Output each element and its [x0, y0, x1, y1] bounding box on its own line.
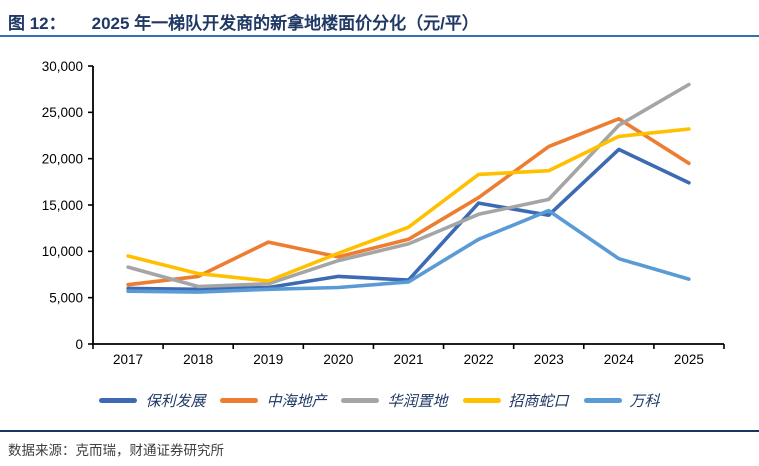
legend-swatch-icon: [99, 398, 138, 403]
x-axis-tick-label: 2019: [253, 352, 283, 367]
legend-label: 万科: [629, 392, 660, 410]
y-axis-tick-label: 20,000: [42, 151, 83, 166]
x-axis-tick-label: 2021: [393, 352, 423, 367]
x-axis-tick-label: 2023: [534, 352, 564, 367]
y-axis-tick-label: 10,000: [42, 244, 83, 259]
legend-swatch-icon: [220, 398, 259, 403]
source-text: 数据来源：克而瑞，财通证券研究所: [8, 443, 224, 458]
legend-swatch-icon: [462, 398, 501, 403]
legend-swatch-icon: [341, 398, 380, 403]
x-axis-tick-label: 2017: [113, 352, 143, 367]
legend-item: 招商蛇口: [462, 390, 569, 411]
x-axis-tick-label: 2022: [464, 352, 494, 367]
figure-title: 2025 年一梯队开发商的新拿地楼面价分化（元/平）: [91, 14, 479, 33]
y-axis-tick-label: 30,000: [42, 59, 83, 74]
series-line-中海地产: [126, 117, 691, 287]
figure-header: 图 12： 2025 年一梯队开发商的新拿地楼面价分化（元/平）: [0, 0, 759, 37]
legend-swatch-icon: [583, 398, 622, 403]
legend-label: 华润置地: [387, 392, 448, 410]
legend-item: 保利发展: [99, 390, 205, 411]
legend-item: 中海地产: [220, 390, 326, 411]
y-axis-tick-label: 5,000: [49, 290, 83, 305]
series-line-招商蛇口: [126, 127, 691, 283]
y-axis-tick-label: 25,000: [42, 105, 83, 120]
legend-item: 华润置地: [341, 390, 448, 411]
chart-legend: 保利发展 中海地产 华润置地 招商蛇口 万科: [0, 390, 759, 411]
series-line-万科: [126, 208, 691, 294]
y-axis-tick-label: 0: [75, 337, 83, 352]
legend-label: 中海地产: [266, 392, 327, 410]
x-axis-tick-label: 2025: [674, 352, 704, 367]
figure-footer: 数据来源：克而瑞，财通证券研究所: [0, 430, 759, 459]
series-line-华润置地: [126, 82, 691, 289]
x-axis-tick-label: 2020: [323, 352, 353, 367]
legend-label: 保利发展: [145, 392, 206, 410]
legend-label: 招商蛇口: [508, 392, 569, 410]
y-axis-tick-label: 15,000: [42, 198, 83, 213]
x-axis-tick-label: 2024: [604, 352, 635, 367]
legend-item: 万科: [583, 390, 660, 411]
figure-label: 图 12：: [8, 14, 66, 33]
x-axis-tick-label: 2018: [183, 352, 213, 367]
